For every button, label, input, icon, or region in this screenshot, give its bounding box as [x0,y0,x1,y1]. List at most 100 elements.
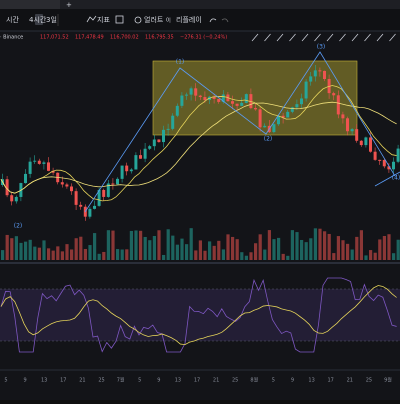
draw-tool[interactable] [251,33,259,42]
candle [79,204,83,207]
tab[interactable] [0,0,60,9]
candle [28,161,32,174]
wave-label: (4) [392,175,400,182]
volume-bar [392,253,396,260]
toolbar-item[interactable]: 리플레이 [176,15,202,24]
volume-bar [198,240,202,260]
volume-bar [378,239,382,260]
draw-tool[interactable] [351,33,359,42]
draw-tool[interactable] [289,33,296,42]
candle [369,137,372,152]
alert-icon[interactable] [134,16,142,24]
volume-bar [203,250,207,260]
toolbar-item[interactable]: 3일 [46,15,57,24]
toolbar-item[interactable]: 시간 [6,15,19,24]
candle [350,129,354,132]
candle [175,105,179,116]
volume-bar [37,247,41,260]
candle [396,148,400,162]
volume-bar [281,253,285,260]
volume-bar [327,233,331,260]
toolbar-item[interactable]: 얼러트 [144,15,164,24]
undo[interactable] [209,18,217,23]
candle [116,178,119,185]
draw-tool[interactable] [389,33,396,42]
candle [139,155,142,159]
draw-tool[interactable] [264,33,271,42]
volume-bar [387,234,391,260]
draw-tool[interactable] [276,33,284,42]
candle [249,94,253,109]
volume-bar [1,250,5,260]
candle [65,184,69,187]
candle [37,160,41,164]
volume-bar [42,240,46,260]
toolbar-item[interactable]: 4시간 [29,15,47,24]
volume-bar [162,254,166,260]
candle [332,93,336,96]
draw-tool[interactable] [314,33,321,42]
volume-bar [166,229,170,260]
volume-bar [355,236,359,260]
volume-bar [231,236,235,260]
new-tab[interactable]: + [66,1,72,9]
candle [88,208,92,217]
volume-bar [88,245,92,260]
volume-bar [396,239,400,260]
volume-bar [258,234,262,260]
volume-bar [309,238,313,260]
ohlc-value: −276.31 (−0.24%) [180,35,227,41]
x-axis-label: 9 [157,378,160,384]
candle [313,70,317,77]
volume-bar [350,249,354,260]
indicator-band [0,289,400,341]
x-axis-label: 17 [194,378,200,384]
candle [364,137,368,146]
candle [24,173,27,184]
candle [346,118,349,132]
candle [244,94,248,103]
volume-bar [180,238,184,260]
volume-bar [120,249,124,260]
ohlc-value: 117,071.52 [40,35,69,41]
volume-bar [189,228,193,260]
volume-bar [129,230,133,260]
volume-bar [185,244,189,260]
candle [281,115,285,118]
x-axis-label: 13 [175,378,181,384]
wave-label: (1) [176,59,185,66]
draw-tool[interactable] [376,33,384,42]
interval-icon[interactable] [35,14,43,25]
volume-bar [60,251,64,260]
moving-average [0,101,397,194]
draw-tool[interactable] [301,33,309,42]
draw-tool[interactable] [364,33,371,42]
symbol[interactable]: · Binance [0,35,23,41]
volume-bar [175,244,179,260]
volume-bar [212,245,216,260]
toolbar-item[interactable]: 지표 [97,15,110,24]
replay-icon[interactable]: 0| [166,18,171,24]
volume-bar [47,248,51,260]
candle [70,186,73,192]
volume-bar [97,253,101,260]
layout-icon[interactable] [115,15,124,24]
wave-line [84,51,396,213]
candle [125,165,129,172]
x-axis-label: 7월 [117,377,125,384]
candle [336,95,340,115]
volume-bar [116,249,120,260]
draw-tool[interactable] [339,33,346,42]
candle [378,159,382,161]
candle [318,70,322,72]
candle [33,160,37,162]
redo[interactable] [221,18,229,23]
volume-bar [221,249,225,260]
indicator-icon[interactable] [86,15,97,23]
volume-bar [171,235,175,260]
volume-bar [373,252,377,260]
draw-tool[interactable] [326,33,334,42]
candle [277,115,280,125]
volume-bar [217,240,221,260]
oscillator-line [0,277,397,353]
